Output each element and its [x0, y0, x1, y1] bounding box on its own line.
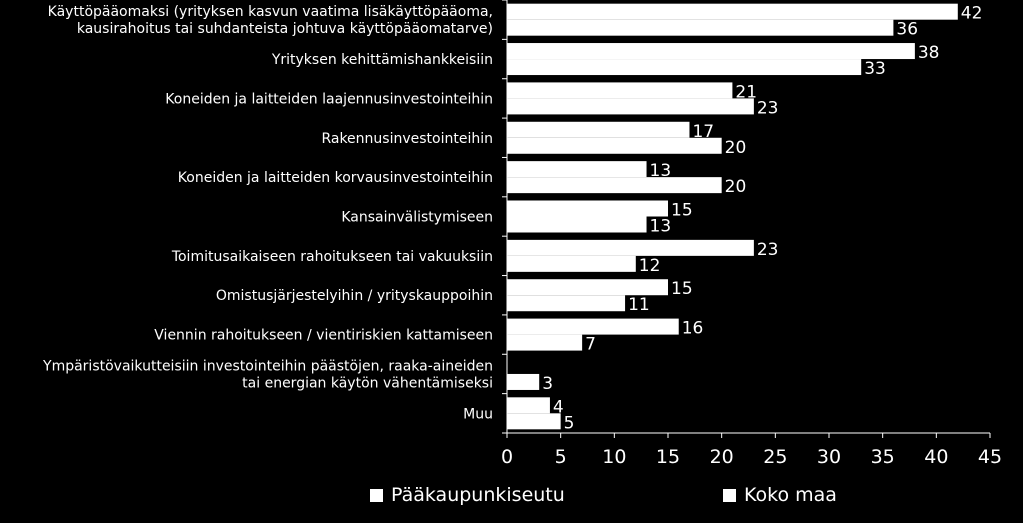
bar-koko-maa [507, 98, 754, 115]
category-label: Rakennusinvestointeihin [321, 131, 493, 147]
data-label: 17 [692, 122, 714, 142]
category-label: Ympäristövaikutteisiin investointeihin p… [42, 358, 493, 374]
bar-paakaupunkiseutu [507, 161, 647, 178]
data-label: 3 [542, 374, 553, 394]
x-tick-label: 20 [710, 446, 734, 468]
bar-koko-maa [507, 59, 862, 76]
data-label: 23 [757, 98, 779, 118]
bar-koko-maa [507, 334, 583, 351]
x-tick-label: 5 [555, 446, 567, 468]
data-label: 20 [725, 177, 747, 197]
data-label: 5 [564, 413, 575, 433]
bar-paakaupunkiseutu [507, 397, 550, 414]
bar-paakaupunkiseutu [507, 82, 733, 99]
category-label: Koneiden ja laitteiden laajennusinvestoi… [165, 91, 493, 107]
category-label: kausirahoitus tai suhdanteista johtuva k… [77, 21, 493, 37]
bar-koko-maa [507, 216, 647, 233]
category-label: Toimitusaikaiseen rahoitukseen tai vakuu… [171, 249, 493, 265]
category-label: tai energian käytön vähentämiseksi [242, 375, 493, 391]
category-label: Koneiden ja laitteiden korvausinvestoint… [178, 170, 493, 186]
bar-paakaupunkiseutu [507, 3, 958, 20]
bar-koko-maa [507, 295, 626, 312]
data-label: 13 [650, 217, 672, 237]
data-label: 12 [639, 256, 661, 276]
data-label: 4 [553, 397, 564, 417]
bar-paakaupunkiseutu [507, 200, 668, 217]
bar-koko-maa [507, 19, 894, 36]
bar-paakaupunkiseutu [507, 239, 754, 256]
bar-koko-maa [507, 255, 636, 272]
bar-paakaupunkiseutu [507, 279, 668, 296]
legend-swatch [723, 488, 736, 502]
category-label: Kansainvälistymiseen [341, 210, 493, 226]
category-label: Viennin rahoitukseen / vientiriskien kat… [154, 328, 493, 344]
data-label: 15 [671, 201, 693, 221]
x-tick-label: 35 [871, 446, 895, 468]
bar-paakaupunkiseutu [507, 43, 915, 60]
data-label: 13 [650, 161, 672, 181]
legend-swatch [370, 488, 383, 502]
category-label: Käyttöpääomaksi (yrityksen kasvun vaatim… [48, 4, 493, 20]
bar-koko-maa [507, 177, 722, 194]
x-tick-label: 15 [656, 446, 680, 468]
bar-paakaupunkiseutu [507, 121, 690, 138]
x-tick-label: 40 [924, 446, 948, 468]
x-tick-label: 10 [602, 446, 626, 468]
data-label: 36 [896, 20, 918, 40]
bar-paakaupunkiseutu [507, 318, 679, 335]
legend-item-paakaupunkiseutu: Pääkaupunkiseutu [370, 484, 565, 506]
data-label: 7 [585, 335, 596, 355]
data-label: 42 [961, 4, 983, 24]
data-label: 11 [628, 295, 650, 315]
x-tick-label: 45 [978, 446, 1002, 468]
x-tick-label: 25 [763, 446, 787, 468]
category-label: Muu [463, 406, 493, 422]
data-label: 21 [735, 82, 757, 102]
legend-label: Koko maa [744, 484, 837, 506]
bar-koko-maa [507, 373, 540, 390]
data-label: 23 [757, 240, 779, 260]
data-label: 15 [671, 279, 693, 299]
bar-koko-maa [507, 137, 722, 154]
bar-koko-maa [507, 413, 561, 430]
x-tick-label: 0 [501, 446, 513, 468]
legend-label: Pääkaupunkiseutu [391, 484, 565, 506]
legend-item-koko-maa: Koko maa [723, 484, 837, 506]
data-label: 33 [864, 59, 886, 79]
data-label: 38 [918, 43, 940, 63]
category-label: Yrityksen kehittämishankkeisiin [271, 52, 493, 68]
category-label: Omistusjärjestelyihin / yrityskauppoihin [216, 288, 493, 304]
x-tick-label: 30 [817, 446, 841, 468]
data-label: 16 [682, 319, 704, 339]
data-label: 20 [725, 138, 747, 158]
